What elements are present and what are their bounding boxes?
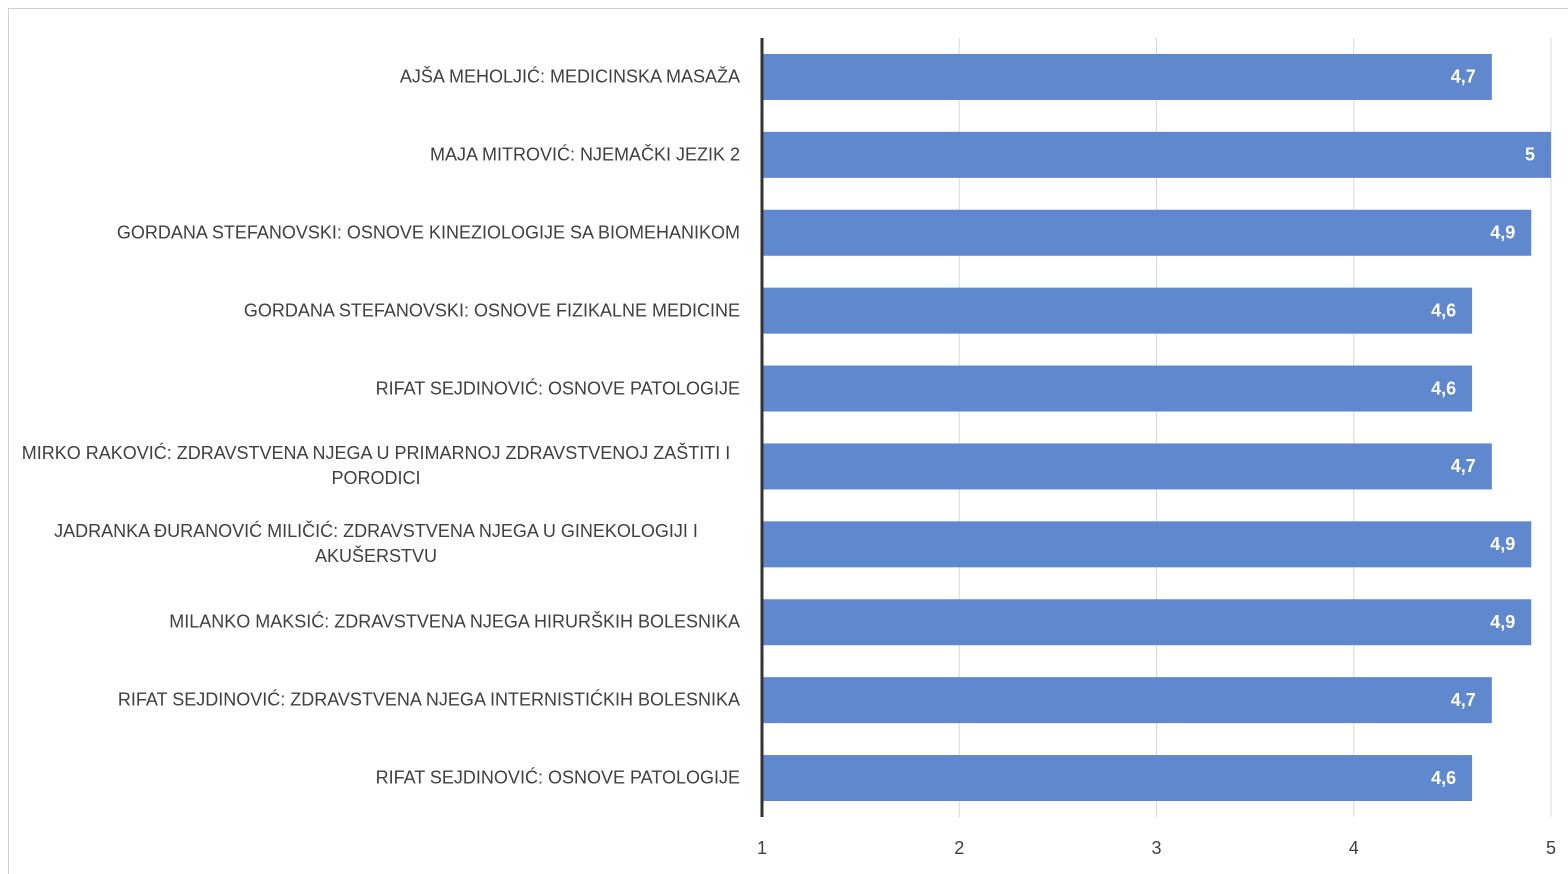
y-tick-label: RIFAT SEJDINOVIĆ: OSNOVE PATOLOGIJE (375, 767, 740, 788)
value-label: 4,7 (1451, 456, 1476, 476)
value-label: 4,6 (1431, 768, 1456, 788)
value-label: 4,6 (1431, 300, 1456, 320)
y-tick-label-box: JADRANKA ĐURANOVIĆ MILIČIĆ: ZDRAVSTVENA … (12, 519, 740, 569)
y-tick-label-box: GORDANA STEFANOVSKI: OSNOVE KINEZIOLOGIJ… (12, 220, 740, 245)
bar (762, 677, 1492, 724)
y-tick-label: RIFAT SEJDINOVIĆ: ZDRAVSTVENA NJEGA INTE… (117, 689, 740, 710)
y-tick-label: GORDANA STEFANOVSKI: OSNOVE FIZIKALNE ME… (243, 300, 740, 321)
bar (762, 365, 1473, 412)
value-label: 4,9 (1490, 612, 1515, 632)
bar (762, 53, 1492, 100)
x-tick-label: 3 (1151, 838, 1161, 858)
y-tick-label: GORDANA STEFANOVSKI: OSNOVE KINEZIOLOGIJ… (116, 222, 740, 243)
value-label: 4,9 (1490, 223, 1515, 243)
y-tick-label-box: RIFAT SEJDINOVIĆ: OSNOVE PATOLOGIJE (12, 766, 740, 791)
y-tick-label: MIRKO RAKOVIĆ: ZDRAVSTVENA NJEGA U PRIMA… (21, 443, 731, 489)
value-label: 5 (1525, 145, 1535, 165)
x-tick-label: 4 (1349, 838, 1359, 858)
y-tick-label-box: MAJA MITROVIĆ: NJEMAČKI JEZIK 2 (12, 142, 740, 167)
x-tick-label: 5 (1546, 838, 1556, 858)
bar (762, 131, 1551, 178)
y-tick-label: JADRANKA ĐURANOVIĆ MILIČIĆ: ZDRAVSTVENA … (54, 521, 698, 567)
y-tick-label-box: GORDANA STEFANOVSKI: OSNOVE FIZIKALNE ME… (12, 298, 740, 323)
x-tick-label: 1 (757, 838, 767, 858)
y-tick-label-box: RIFAT SEJDINOVIĆ: OSNOVE PATOLOGIJE (12, 376, 740, 401)
x-tick-label: 2 (954, 838, 964, 858)
value-label: 4,7 (1451, 67, 1476, 87)
y-tick-label-box: MIRKO RAKOVIĆ: ZDRAVSTVENA NJEGA U PRIMA… (12, 441, 740, 491)
bar (762, 755, 1473, 802)
chart-border (8, 8, 1568, 874)
bar (762, 599, 1532, 646)
y-tick-label-box: MILANKO MAKSIĆ: ZDRAVSTVENA NJEGA HIRURŠ… (12, 610, 740, 635)
y-tick-label: MILANKO MAKSIĆ: ZDRAVSTVENA NJEGA HIRURŠ… (169, 611, 740, 632)
value-label: 4,6 (1431, 378, 1456, 398)
bar (762, 521, 1532, 568)
bar (762, 287, 1473, 334)
y-tick-label: MAJA MITROVIĆ: NJEMAČKI JEZIK 2 (429, 144, 740, 165)
y-tick-label-box: AJŠA MEHOLJIĆ: MEDICINSKA MASAŽA (12, 64, 740, 89)
y-tick-label-box: RIFAT SEJDINOVIĆ: ZDRAVSTVENA NJEGA INTE… (12, 688, 740, 713)
y-tick-label: RIFAT SEJDINOVIĆ: OSNOVE PATOLOGIJE (375, 378, 740, 399)
bar (762, 443, 1492, 490)
bar (762, 209, 1532, 256)
value-label: 4,7 (1451, 690, 1476, 710)
value-label: 4,9 (1490, 534, 1515, 554)
y-tick-label: AJŠA MEHOLJIĆ: MEDICINSKA MASAŽA (399, 66, 740, 87)
